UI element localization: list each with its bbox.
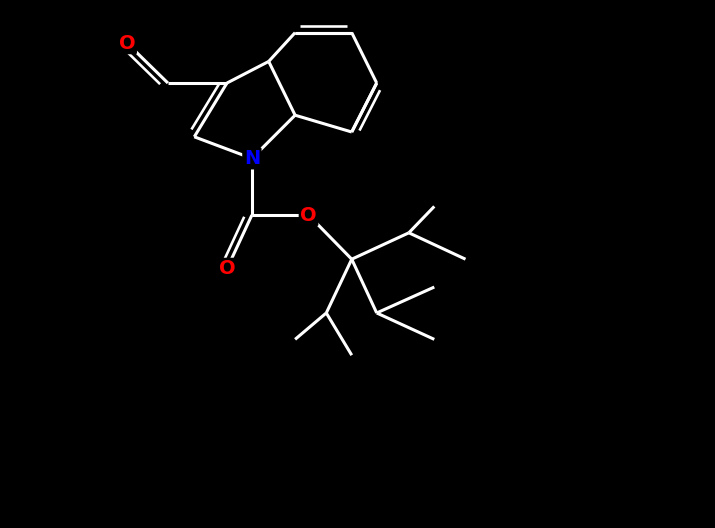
Text: N: N	[244, 149, 260, 168]
Text: O: O	[219, 259, 235, 278]
Text: O: O	[300, 205, 317, 224]
Text: O: O	[119, 34, 135, 53]
